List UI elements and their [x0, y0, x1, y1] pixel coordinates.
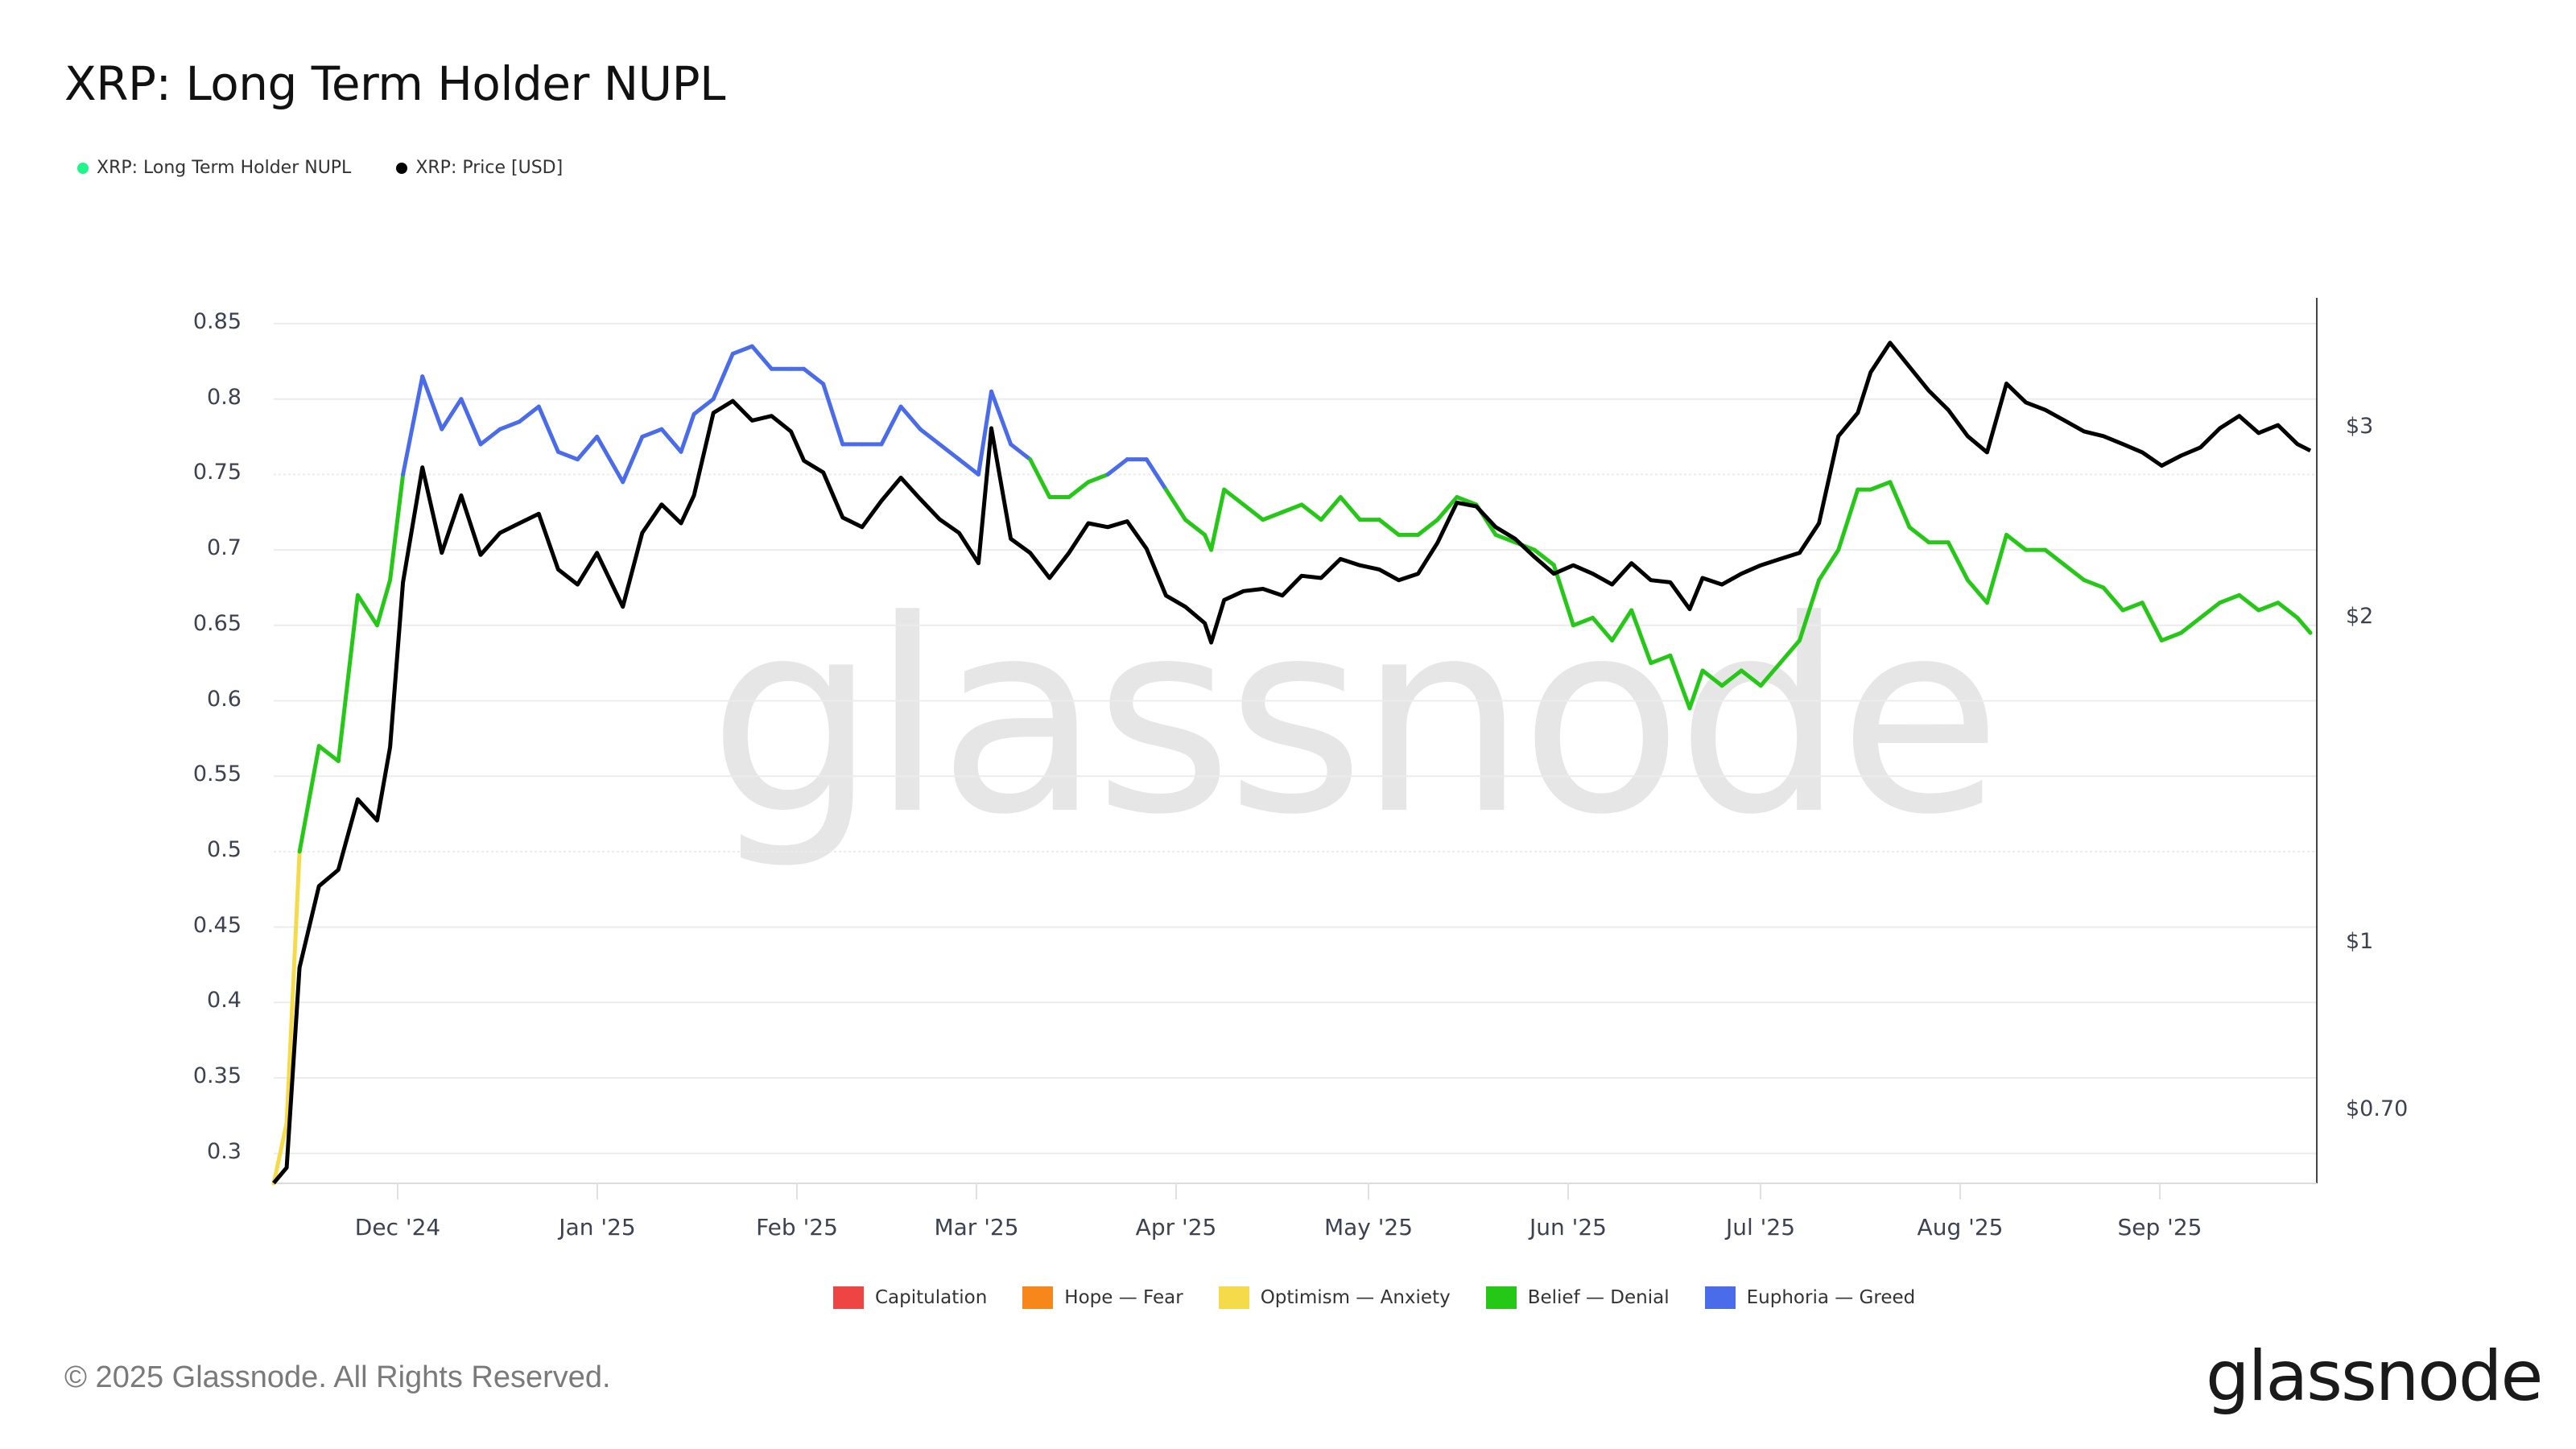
- y-tick-label: 0.75: [192, 460, 242, 485]
- price-line: [272, 341, 2312, 1185]
- x-tick-label: Mar '25: [934, 1214, 1019, 1241]
- x-tick-label: Sep '25: [2117, 1214, 2202, 1241]
- optimism-anxiety-swatch-icon: [1218, 1286, 1249, 1309]
- y-tick-label: 0.65: [192, 610, 242, 636]
- zone-hope-fear[interactable]: Hope — Fear: [1022, 1286, 1183, 1309]
- zone-belief-denial[interactable]: Belief — Denial: [1485, 1286, 1670, 1309]
- zone-legend: Capitulation Hope — Fear Optimism — Anxi…: [833, 1286, 1915, 1309]
- legend-item-nupl[interactable]: XRP: Long Term Holder NUPL: [77, 158, 351, 178]
- x-tick-marks: [397, 1183, 2161, 1199]
- x-tick-label: Dec '24: [354, 1214, 441, 1241]
- copyright-text: © 2025 Glassnode. All Rights Reserved.: [64, 1360, 611, 1394]
- zone-label: Hope — Fear: [1064, 1287, 1183, 1308]
- price-tick-label: $1: [2346, 929, 2374, 954]
- x-tick-label: Apr '25: [1135, 1214, 1217, 1241]
- gridlines: [274, 323, 2317, 1154]
- zone-label: Optimism — Anxiety: [1260, 1287, 1451, 1308]
- zone-capitulation[interactable]: Capitulation: [833, 1286, 987, 1309]
- x-tick-label: Jul '25: [1725, 1214, 1796, 1241]
- y-tick-label: 0.45: [192, 912, 242, 938]
- zone-label: Belief — Denial: [1527, 1287, 1670, 1308]
- y-tick-label: 0.8: [207, 384, 242, 410]
- price-tick-label: $3: [2346, 414, 2374, 439]
- glassnode-logo[interactable]: glassnode: [2206, 1336, 2543, 1417]
- zone-label: Euphoria — Greed: [1746, 1287, 1916, 1308]
- hope-fear-swatch-icon: [1022, 1286, 1054, 1309]
- legend-label-nupl: XRP: Long Term Holder NUPL: [97, 158, 352, 178]
- capitulation-swatch-icon: [833, 1286, 864, 1309]
- belief-denial-swatch-icon: [1485, 1286, 1517, 1309]
- zone-label: Capitulation: [875, 1287, 988, 1308]
- price-tick-label: $0.70: [2346, 1096, 2409, 1121]
- y-tick-label: 0.7: [207, 535, 242, 561]
- price-dot-icon: [396, 162, 408, 174]
- y-tick-label: 0.55: [192, 762, 242, 787]
- page-title: XRP: Long Term Holder NUPL: [64, 56, 725, 111]
- y-tick-label: 0.6: [207, 686, 242, 712]
- nupl-dot-icon: [77, 162, 89, 174]
- euphoria-greed-swatch-icon: [1704, 1286, 1736, 1309]
- y-tick-label: 0.35: [192, 1063, 242, 1088]
- series-legend: XRP: Long Term Holder NUPL XRP: Price [U…: [77, 158, 563, 178]
- legend-item-price[interactable]: XRP: Price [USD]: [396, 158, 563, 178]
- x-tick-label: Jan '25: [559, 1214, 636, 1241]
- glassnode-watermark: glassnode: [708, 564, 2002, 873]
- zone-euphoria-greed[interactable]: Euphoria — Greed: [1704, 1286, 1916, 1309]
- x-tick-label: Aug '25: [1917, 1214, 2004, 1241]
- x-tick-label: May '25: [1323, 1214, 1414, 1241]
- x-tick-label: Jun '25: [1530, 1214, 1607, 1241]
- zone-optimism-anxiety[interactable]: Optimism — Anxiety: [1218, 1286, 1451, 1309]
- legend-label-price: XRP: Price [USD]: [415, 158, 564, 178]
- y-tick-label: 0.5: [207, 836, 242, 862]
- y-tick-label: 0.85: [192, 309, 242, 334]
- y-tick-label: 0.3: [207, 1138, 242, 1164]
- nupl-line: [271, 344, 2313, 1186]
- y-tick-label: 0.4: [207, 988, 242, 1013]
- price-tick-label: $2: [2346, 604, 2374, 629]
- x-tick-label: Feb '25: [756, 1214, 838, 1241]
